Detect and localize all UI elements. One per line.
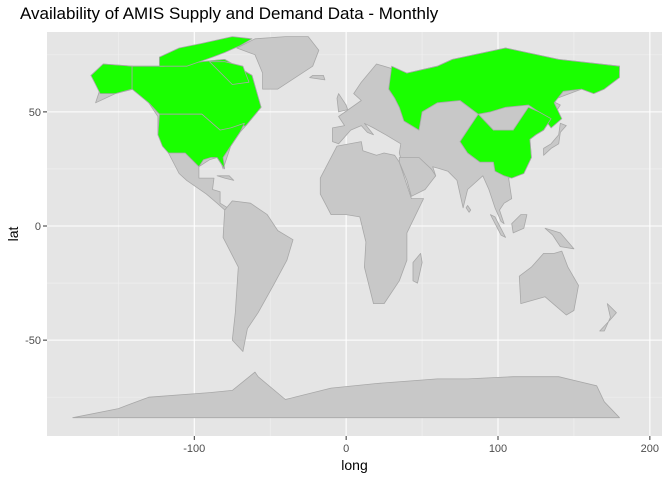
x-tick-label: 100: [489, 443, 507, 455]
region-africa: [319, 141, 425, 305]
x-axis-ticks: -100 0 100 200: [183, 436, 659, 455]
x-tick-label: 200: [641, 443, 659, 455]
region-united-states-of-america: [157, 113, 245, 170]
region-madagascar: [412, 252, 423, 284]
region-baffin-island: [209, 61, 250, 85]
land-layer: [72, 36, 620, 419]
x-axis-title: long: [341, 457, 367, 473]
region-japan: [543, 122, 567, 156]
region-greenland: [236, 36, 320, 90]
region-australia: [518, 250, 579, 316]
region-iceland: [309, 75, 326, 81]
region-sumatra: [489, 214, 507, 238]
region-canadian-arctic-islands: [158, 36, 253, 67]
region-alaska: [90, 63, 133, 94]
region-china: [459, 106, 552, 179]
region-cuba: [216, 175, 235, 181]
region-borneo: [511, 214, 528, 234]
region-south-america: [222, 200, 294, 352]
x-tick-label: 0: [343, 443, 349, 455]
region-new-guinea: [544, 227, 575, 250]
y-axis-ticks: -50 0 50: [25, 107, 47, 347]
y-tick-label: 0: [35, 221, 41, 233]
region-antarctica: [72, 371, 620, 419]
y-tick-label: -50: [25, 335, 41, 347]
region-sri-lanka: [465, 205, 472, 213]
region-arabian-peninsula: [398, 157, 437, 197]
region-united-kingdom: [336, 93, 349, 113]
region-new-zealand: [599, 303, 617, 332]
x-tick-label: -100: [183, 443, 205, 455]
chart-title: Availability of AMIS Supply and Demand D…: [20, 4, 439, 23]
y-axis-title: lat: [5, 227, 21, 242]
region-russia: [388, 47, 620, 131]
y-tick-label: 50: [29, 107, 41, 119]
